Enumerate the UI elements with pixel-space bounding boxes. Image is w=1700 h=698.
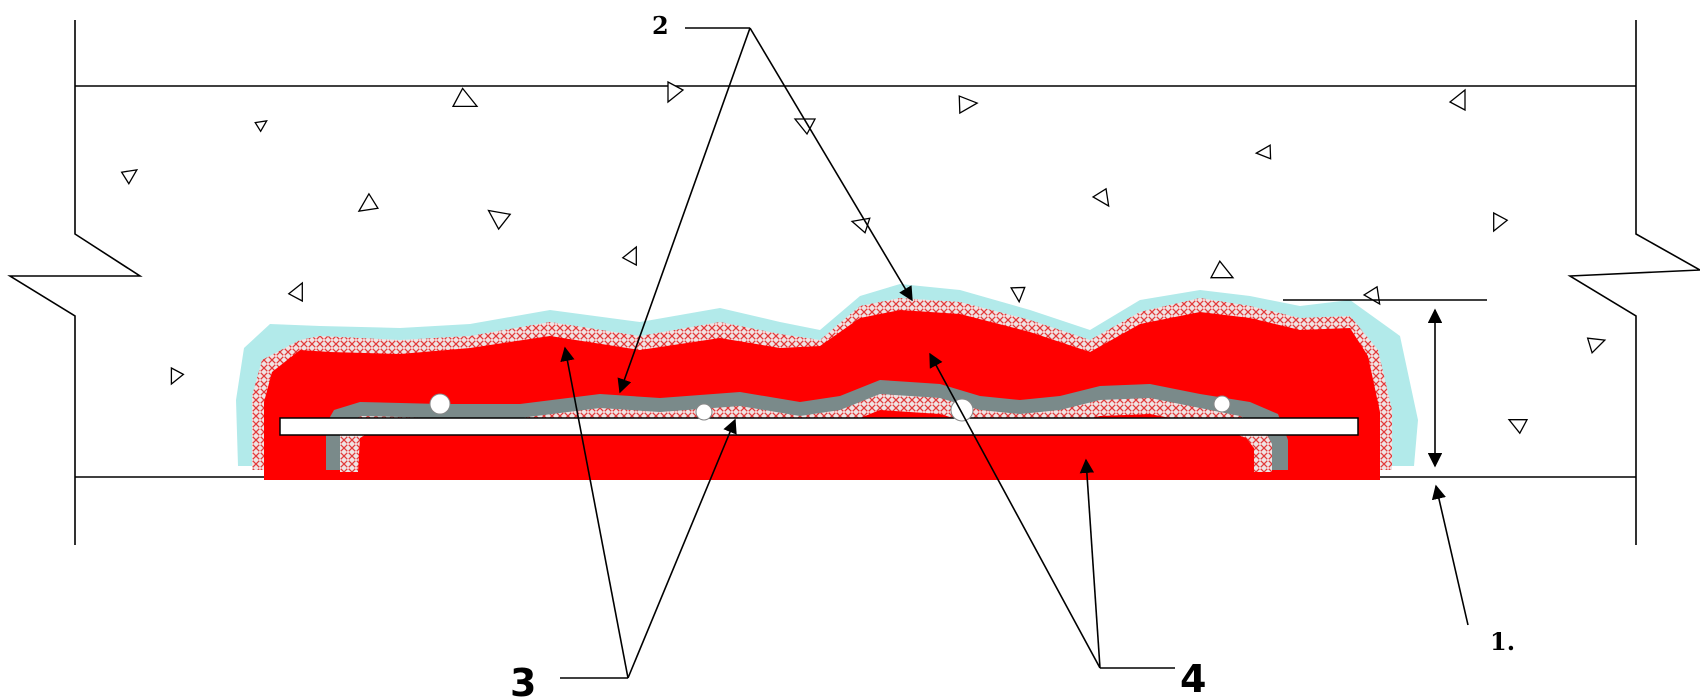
leader-lines bbox=[560, 27, 1469, 679]
leader-3b bbox=[627, 418, 737, 679]
leader-4a bbox=[929, 352, 1101, 669]
leader-2b bbox=[749, 27, 913, 302]
callout-label-2: 2 bbox=[652, 11, 669, 40]
inner-bonding-layer-mesh bbox=[340, 394, 1272, 472]
circle-void-icon bbox=[950, 398, 974, 422]
leader-2a bbox=[617, 27, 751, 394]
callout-label-1: 1. bbox=[1490, 627, 1515, 656]
circle-void-icon bbox=[695, 403, 713, 421]
callout-labels: 1. 2 3 4 bbox=[510, 11, 1515, 698]
triangle-aggregate-icon bbox=[1493, 211, 1509, 233]
triangle-aggregate-icon bbox=[1586, 337, 1607, 355]
triangle-aggregate-icon bbox=[621, 245, 637, 267]
triangle-aggregate-icon bbox=[120, 169, 139, 185]
leader-3a bbox=[560, 346, 629, 679]
triangle-aggregate-icon bbox=[1209, 260, 1235, 279]
circle-void-icon bbox=[1213, 395, 1231, 413]
repair-mortar-body bbox=[264, 310, 1380, 480]
inner-bonding-layer-border bbox=[326, 380, 1288, 470]
triangle-aggregate-icon bbox=[1507, 419, 1529, 435]
triangle-aggregate-icon bbox=[170, 366, 185, 386]
right-break-line bbox=[1567, 20, 1700, 545]
callout-label-4: 4 bbox=[1180, 657, 1206, 698]
triangle-aggregate-icon bbox=[667, 80, 685, 104]
triangle-aggregate-icon bbox=[1091, 187, 1110, 208]
triangle-aggregate-icon bbox=[287, 281, 303, 303]
callout-label-3: 3 bbox=[510, 661, 536, 698]
left-break-line bbox=[7, 20, 143, 545]
leader-4b bbox=[1079, 458, 1101, 669]
triangle-aggregate-icon bbox=[1448, 88, 1466, 112]
cover-dimension bbox=[1283, 299, 1487, 468]
triangle-aggregate-icon bbox=[1362, 285, 1381, 306]
triangle-aggregate-icon bbox=[451, 87, 479, 108]
triangle-aggregate-icon bbox=[357, 192, 380, 213]
triangle-aggregate-icon bbox=[1254, 144, 1272, 160]
triangle-aggregate-icon bbox=[254, 120, 268, 133]
air-voids bbox=[429, 393, 1231, 422]
triangle-aggregate-icon bbox=[958, 95, 979, 115]
circle-void-icon bbox=[429, 393, 451, 415]
triangle-aggregate-icon bbox=[487, 209, 512, 231]
reinforcing-bar bbox=[279, 417, 1359, 436]
triangle-aggregate-icon bbox=[1010, 286, 1026, 304]
leader-1 bbox=[1431, 484, 1469, 626]
